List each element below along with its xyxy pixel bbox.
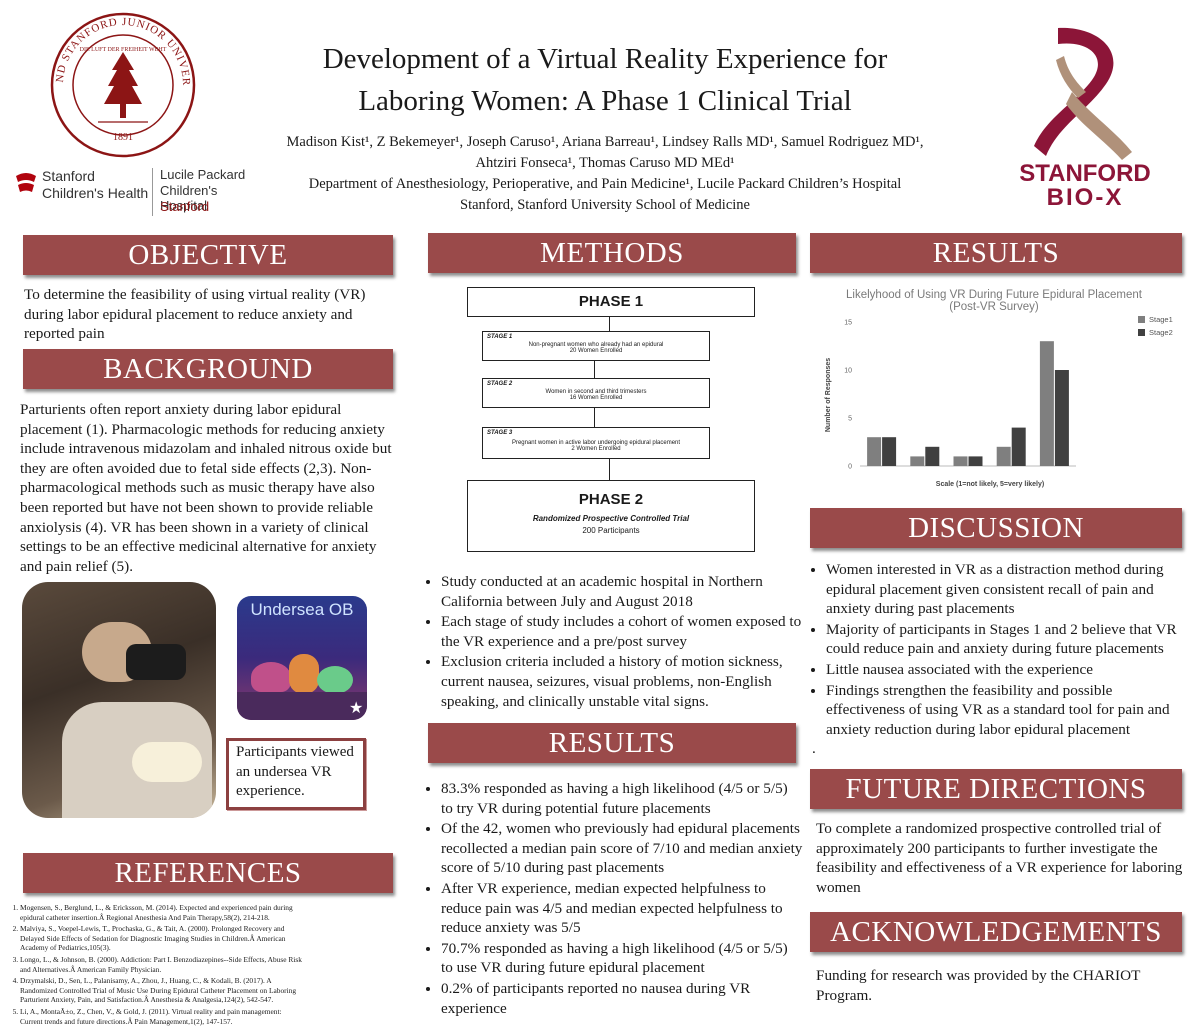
affiliation-line: Stanford, Stanford University School of … xyxy=(460,197,750,213)
undersea-ob-title: Undersea OB xyxy=(250,600,354,619)
background-text: Parturients often report anxiety during … xyxy=(20,401,392,575)
list-item: Findings strengthen the feasibility and … xyxy=(826,681,1192,740)
reference-item: Longo, L., & Johnson, B. (2000). Addicti… xyxy=(20,955,304,974)
flow-arrow xyxy=(594,360,595,378)
list-item: Majority of participants in Stages 1 and… xyxy=(826,620,1192,659)
chart-bar-stage1-1 xyxy=(867,437,882,466)
chart-legend-swatch xyxy=(1138,329,1145,336)
discussion-trailing-dot: . xyxy=(812,740,816,757)
chart-legend-swatch xyxy=(1138,316,1145,323)
reference-item: Malviya, S., Voepel-Lewis, T., Prochaska… xyxy=(20,924,304,953)
stanford-childrens-logo: Stanford Children's Health Lucile Packar… xyxy=(14,164,254,220)
chart-bar-stage2-2 xyxy=(925,446,940,466)
stage2-box: STAGE 2 Women in second and third trimes… xyxy=(482,378,710,408)
stage3-box: STAGE 3 Pregnant women in active labor u… xyxy=(482,427,710,459)
chart-title: Likelyhood of Using VR During Future Epi… xyxy=(846,289,1143,301)
discussion-bullets: Women interested in VR as a distraction … xyxy=(810,560,1192,740)
list-item: 70.7% responded as having a high likelih… xyxy=(441,939,803,978)
sch-name-line2: Children's Health xyxy=(42,185,149,201)
list-item: Exclusion criteria included a history of… xyxy=(441,652,803,711)
stanford-seal-logo: LELAND STANFORD JUNIOR UNIVERSITY DIE LU… xyxy=(50,12,196,158)
chart-legend-label: Stage1 xyxy=(1149,315,1173,324)
list-item: 0.2% of participants reported no nausea … xyxy=(441,979,803,1018)
reference-item: Mogensen, S., Berglund, L., & Ericksson,… xyxy=(20,903,304,922)
lpch-name-line2: Children's Hospital xyxy=(160,183,218,213)
seal-year: 1891 xyxy=(113,132,133,143)
stanford-childrens-mark-icon xyxy=(16,173,36,192)
likelihood-bar-chart: Likelyhood of Using VR During Future Epi… xyxy=(825,289,1173,488)
background-heading: BACKGROUND xyxy=(23,349,393,389)
references-list: Mogensen, S., Berglund, L., & Ericksson,… xyxy=(4,903,304,1028)
chart-y-tick-label: 10 xyxy=(844,368,852,375)
list-item: 83.3% responded as having a high likelih… xyxy=(441,779,803,818)
list-item: Study conducted at an academic hospital … xyxy=(441,572,803,611)
chart-bar-stage2-5 xyxy=(1054,370,1069,466)
methods-bullets: Study conducted at an academic hospital … xyxy=(425,572,803,712)
poster-title: Development of a Virtual Reality Experie… xyxy=(322,43,888,117)
vr-headset-icon xyxy=(126,644,186,680)
chart-y-tick-label: 15 xyxy=(844,320,852,327)
affiliation-line: Department of Anesthesiology, Perioperat… xyxy=(308,176,902,192)
future-directions-heading: FUTURE DIRECTIONS xyxy=(810,769,1182,809)
phase1-box: PHASE 1 xyxy=(467,287,755,317)
biox-ribbon-icon xyxy=(1034,27,1132,160)
lpch-name-line1: Lucile Packard xyxy=(160,167,246,182)
authors-line: Ahtziri Fonseca¹, Thomas Caruso MD MEd¹ xyxy=(475,155,735,171)
star-icon: ★ xyxy=(349,700,364,717)
acknowledgements-text: Funding for research was provided by the… xyxy=(816,967,1141,1004)
chart-y-tick-label: 5 xyxy=(848,416,852,423)
lpch-name-line3: Stanford xyxy=(160,199,210,214)
acknowledgements-heading: ACKNOWLEDGEMENTS xyxy=(810,912,1182,952)
seal-motto: DIE LUFT DER FREIHEIT WEHT xyxy=(80,47,167,53)
photo-caption-box xyxy=(226,738,366,810)
list-item: After VR experience, median expected hel… xyxy=(441,879,803,938)
stage1-box: STAGE 1 Non-pregnant women who already h… xyxy=(482,331,710,361)
sch-name-line1: Stanford xyxy=(42,168,95,184)
chart-x-axis-label: Scale (1=not likely, 5=very likely) xyxy=(936,481,1044,488)
references-heading: REFERENCES xyxy=(23,853,393,893)
chart-bar-stage1-5 xyxy=(1039,341,1054,466)
list-item: Little nausea associated with the experi… xyxy=(826,660,1192,680)
flow-arrow xyxy=(594,407,595,427)
flow-arrow xyxy=(609,316,610,331)
reference-item: Li, A., MontaÃ±o, Z., Chen, V., & Gold, … xyxy=(20,1007,304,1026)
biox-name-line1: STANFORD xyxy=(1019,160,1151,187)
objective-text: To determine the feasibility of using vi… xyxy=(24,286,366,343)
photo-caption: Participants viewed an undersea VR exper… xyxy=(236,744,354,799)
chart-bar-stage1-3 xyxy=(953,456,968,466)
list-item: Women interested in VR as a distraction … xyxy=(826,560,1192,619)
chart-y-axis-label: Number of Responses xyxy=(825,358,832,432)
methods-heading: METHODS xyxy=(428,233,796,273)
chart-y-tick-label: 0 xyxy=(848,464,852,471)
results-heading-right: RESULTS xyxy=(810,233,1182,273)
stanford-biox-logo: STANFORD BIO-X xyxy=(1010,22,1160,214)
authors-block: Madison Kist¹, Z Bekemeyer¹, Joseph Caru… xyxy=(260,132,950,216)
flow-arrow xyxy=(609,458,610,480)
future-directions-text: To complete a randomized prospective con… xyxy=(816,820,1183,896)
reference-item: Drzymalski, D., Sen, L., Palanisamy, A.,… xyxy=(20,976,304,1005)
results-heading-middle: RESULTS xyxy=(428,723,796,763)
chart-bar-stage2-4 xyxy=(1011,427,1026,466)
authors-line: Madison Kist¹, Z Bekemeyer¹, Joseph Caru… xyxy=(286,134,924,150)
objective-heading: OBJECTIVE xyxy=(23,235,393,275)
chart-subtitle: (Post-VR Survey) xyxy=(949,301,1039,313)
chart-bar-stage2-1 xyxy=(882,437,897,466)
discussion-heading: DISCUSSION xyxy=(810,508,1182,548)
phase2-box: PHASE 2 Randomized Prospective Controlle… xyxy=(467,480,755,552)
list-item: Each stage of study includes a cohort of… xyxy=(441,612,803,651)
biox-name-line2: BIO-X xyxy=(1046,184,1124,211)
undersea-ob-app-icon: Undersea OB ★ xyxy=(237,596,367,720)
chart-bar-stage2-3 xyxy=(968,456,983,466)
chart-bar-stage1-4 xyxy=(996,446,1011,466)
chart-bar-stage1-2 xyxy=(910,456,925,466)
chart-legend-label: Stage2 xyxy=(1149,328,1173,337)
results-bullets: 83.3% responded as having a high likelih… xyxy=(425,779,803,1019)
list-item: Of the 42, women who previously had epid… xyxy=(441,819,803,878)
participant-vr-photo xyxy=(22,582,216,818)
